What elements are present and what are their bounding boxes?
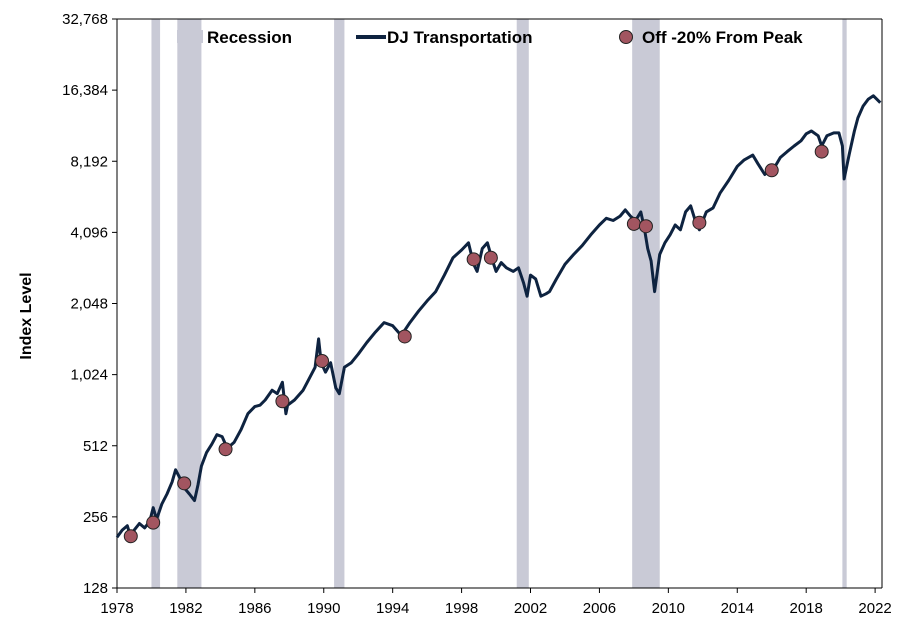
drawdown-marker [692,215,707,230]
x-tick-label: 1986 [238,600,271,617]
x-tick-label: 1982 [169,600,202,617]
recession-band-3 [516,19,529,588]
y-tick-label: 8,192 [70,153,108,170]
legend-marker-label: Off -20% From Peak [642,28,803,47]
legend-marker-swatch [619,30,633,44]
drawdown-marker [315,353,330,368]
drawdown-marker [638,219,653,234]
recession-band-0 [151,19,161,588]
y-tick-label: 4,096 [70,224,108,241]
y-tick-label: 16,384 [62,82,108,99]
y-tick-label: 128 [83,580,108,597]
x-tick-label: 1998 [445,600,478,617]
drawdown-marker [814,144,829,159]
y-tick-label: 2,048 [70,296,108,313]
x-tick-label: 2006 [583,600,616,617]
x-tick-label: 1994 [376,600,409,617]
drawdown-marker [177,476,192,491]
y-axis-label: Index Level [18,272,35,359]
y-tick-label: 1,024 [70,367,108,384]
x-tick-label: 1990 [307,600,340,617]
x-tick-label: 2022 [858,600,891,617]
recession-band-5 [842,19,847,588]
x-tick-labels: 1978 1982 1986 1990 1994 1998 2002 2006 2010 2014… [100,600,891,617]
series-dj-transportation [115,94,882,539]
drawdown-marker [123,529,138,544]
x-tick-label: 2014 [721,600,754,617]
recession-band-4 [632,19,660,588]
x-tick-label: 2018 [790,600,823,617]
legend-line-label: DJ Transportation [387,28,532,47]
recession-band-2 [334,19,345,588]
drawdown-marker [218,442,233,457]
drawdown-marker [483,250,498,265]
series-line [115,94,882,539]
legend-recession-swatch [177,30,203,43]
x-tick-label: 1978 [100,600,133,617]
axes [112,18,883,593]
drawdown-marker [626,216,641,231]
y-tick-label: 256 [83,509,108,526]
drawdown-marker [146,515,161,530]
x-tick-label: 2002 [514,600,547,617]
legend: Recession DJ Transportation Off -20% Fro… [177,28,803,47]
drawdown-marker [275,394,290,409]
y-tick-labels: 128 256 512 1,024 2,048 4,096 8,192 16,384 32,76… [62,11,108,597]
recession-band-1 [177,19,202,588]
drawdown-marker [397,329,412,344]
x-tick-label: 2010 [652,600,685,617]
y-tick-label: 32,768 [62,11,108,28]
legend-recession-label: Recession [207,28,292,47]
drawdown-marker [466,252,481,267]
y-tick-label: 512 [83,438,108,455]
drawdown-marker [764,163,779,178]
markers-off-20-from-peak [123,144,829,544]
recession-bands [151,19,847,588]
